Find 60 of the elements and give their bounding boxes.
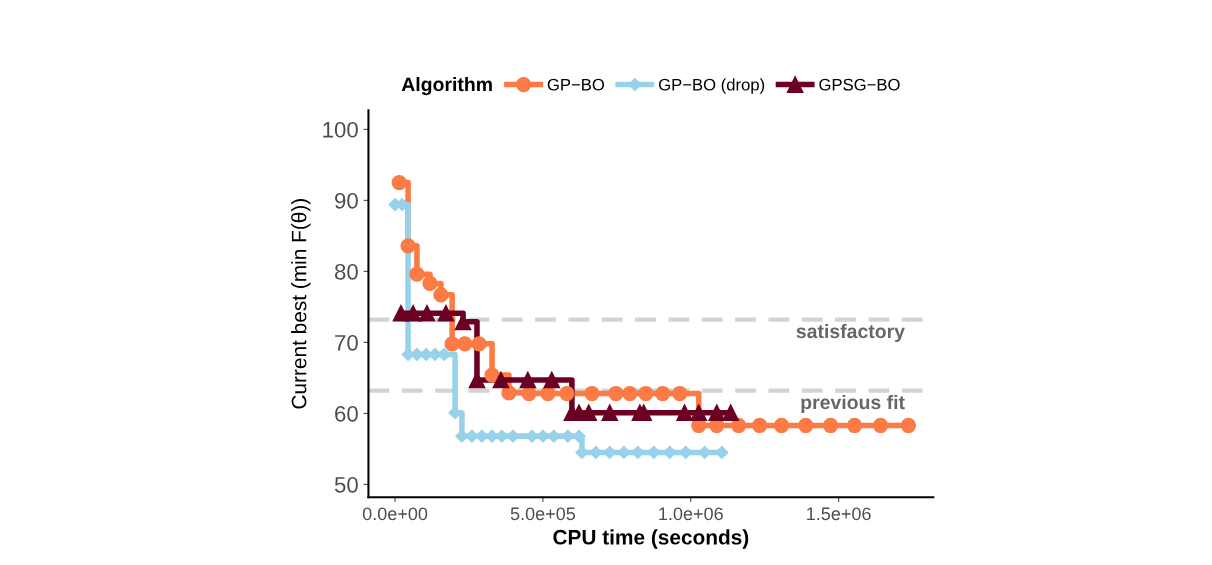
point (400, 238, 416, 254)
point (444, 336, 460, 352)
point (475, 429, 489, 443)
point (638, 385, 654, 402)
point (715, 445, 729, 460)
point (572, 429, 586, 443)
point (752, 417, 768, 434)
point (392, 304, 410, 322)
point (519, 371, 537, 389)
point (422, 275, 438, 292)
point (540, 385, 556, 402)
legend-title: Algorithm (401, 76, 492, 96)
y-tick-label: 70 (335, 334, 358, 351)
point (433, 287, 449, 303)
x-axis-title: CPU time (seconds) (553, 529, 749, 549)
point (601, 404, 619, 422)
point (437, 304, 455, 322)
point (501, 385, 517, 401)
point (409, 266, 425, 282)
point (690, 404, 708, 422)
point (584, 385, 600, 402)
x-tick-label: 0.0e+00 (362, 507, 428, 521)
point (846, 417, 863, 434)
x-tick-label: 1.5e+06 (807, 507, 871, 521)
x-tick-label: 1.0e+06 (659, 507, 723, 521)
point (872, 417, 889, 434)
point (722, 404, 740, 422)
point (672, 385, 688, 402)
point (622, 385, 638, 402)
point (773, 417, 790, 434)
x-tick-label: 5.0e+05 (510, 507, 576, 521)
point (543, 371, 561, 389)
point (559, 385, 575, 402)
point (404, 304, 422, 322)
legend-label: GPSG−BO (819, 78, 900, 91)
point (471, 336, 487, 352)
y-axis-title: Current best (min F(θ)) (291, 199, 311, 409)
y-tick-label: 60 (335, 405, 358, 422)
ref-line-label: satisfactory (796, 323, 905, 343)
y-tick-label: 80 (334, 263, 358, 280)
y-tick-label: 100 (323, 121, 358, 138)
point (676, 404, 693, 422)
point (484, 367, 500, 383)
point (418, 304, 436, 322)
point (708, 404, 726, 422)
point (798, 417, 814, 434)
point (608, 385, 624, 402)
point (731, 417, 747, 434)
y-tick-label: 50 (334, 476, 358, 493)
legend-label: GP−BO (drop) (659, 78, 765, 94)
point (506, 429, 520, 443)
point (391, 174, 407, 191)
y-tick-label: 90 (335, 192, 358, 209)
point (457, 336, 473, 352)
point (900, 417, 917, 434)
ref-line-label: previous fit (801, 394, 905, 414)
point (655, 385, 671, 402)
point (492, 371, 510, 389)
point (822, 417, 839, 434)
legend-label: GP−BO (547, 78, 605, 91)
